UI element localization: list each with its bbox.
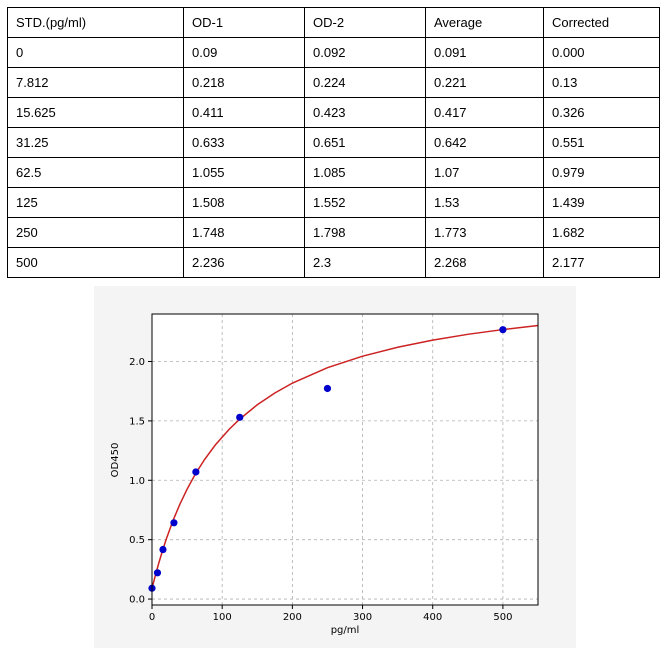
cell-od2: 1.552	[304, 187, 426, 218]
y-tick-label: 1.0	[129, 476, 145, 487]
data-point	[153, 569, 162, 577]
header-od2: OD-2	[304, 7, 426, 38]
x-tick-label: 200	[283, 612, 302, 623]
header-corrected: Corrected	[543, 7, 660, 38]
cell-corrected: 1.682	[543, 217, 660, 248]
cell-od1: 0.411	[183, 97, 305, 128]
y-tick-label: 1.5	[129, 416, 145, 427]
cell-std: 0	[7, 37, 184, 68]
cell-average: 0.417	[425, 97, 544, 128]
standard-curve-figure: 0 100 200 300 400 500 0.0 0.5 1.0 1.5 2.0 pg/ml O…	[94, 286, 576, 648]
data-point	[159, 545, 167, 554]
cell-od1: 0.218	[183, 67, 305, 98]
cell-average: 1.773	[425, 217, 544, 248]
plot-frame	[151, 313, 539, 606]
cell-od2: 0.651	[304, 127, 426, 158]
plot-area	[152, 314, 538, 605]
data-point	[236, 413, 244, 421]
cell-od1: 1.055	[183, 157, 305, 188]
table-row: 62.5 1.055 1.085 1.07 0.979	[7, 157, 660, 188]
y-axis-label: OD450	[110, 443, 121, 478]
cell-average: 2.268	[425, 247, 544, 278]
cell-od2: 0.423	[304, 97, 426, 128]
cell-corrected: 0.13	[543, 67, 660, 98]
table-row: 31.25 0.633 0.651 0.642 0.551	[7, 127, 660, 158]
header-average: Average	[425, 7, 544, 38]
cell-average: 0.221	[425, 67, 544, 98]
standard-curve-chart: 0 100 200 300 400 500 0.0 0.5 1.0 1.5 2.0 pg/ml O…	[110, 313, 539, 636]
cell-std: 7.812	[7, 67, 184, 98]
cell-std: 15.625	[7, 97, 184, 128]
cell-std: 250	[7, 217, 184, 248]
cell-corrected: 0.000	[543, 37, 660, 68]
header-std: STD.(pg/ml)	[7, 7, 184, 38]
cell-average: 1.07	[425, 157, 544, 188]
cell-od1: 0.09	[183, 37, 305, 68]
x-tick-label: 100	[213, 612, 232, 623]
cell-od2: 1.798	[304, 217, 426, 248]
cell-od1: 0.633	[183, 127, 305, 158]
table-row: 15.625 0.411 0.423 0.417 0.326	[7, 97, 660, 128]
fit-curve-layer	[151, 324, 539, 589]
x-tick-label: 500	[493, 612, 512, 623]
cell-od2: 1.085	[304, 157, 426, 188]
cell-od2: 2.3	[304, 247, 426, 278]
cell-corrected: 1.439	[543, 187, 660, 218]
cell-od1: 1.748	[183, 217, 305, 248]
table-row: 250 1.748 1.798 1.773 1.682	[7, 217, 660, 248]
cell-od2: 0.092	[304, 37, 426, 68]
cell-std: 31.25	[7, 127, 184, 158]
cell-std: 500	[7, 247, 184, 278]
header-od1: OD-1	[183, 7, 305, 38]
cell-average: 0.642	[425, 127, 544, 158]
data-point	[192, 468, 200, 476]
table-row: 500 2.236 2.3 2.268 2.177	[7, 247, 660, 278]
cell-std: 125	[7, 187, 184, 218]
x-tick-label: 400	[423, 612, 442, 623]
y-axis-ticks: 0.0 0.5 1.0 1.5 2.0	[129, 357, 152, 606]
grid-lines	[151, 314, 538, 605]
y-tick-label: 0.5	[129, 535, 145, 546]
x-axis-ticks: 0 100 200 300 400 500	[149, 605, 512, 623]
cell-corrected: 0.551	[543, 127, 660, 158]
cell-od1: 1.508	[183, 187, 305, 218]
y-tick-label: 2.0	[129, 357, 145, 368]
data-point	[323, 384, 332, 393]
table-row: 125 1.508 1.552 1.53 1.439	[7, 187, 660, 218]
x-tick-label: 0	[149, 612, 155, 623]
table-header-row: STD.(pg/ml) OD-1 OD-2 Average Corrected	[7, 7, 660, 38]
x-axis-label: pg/ml	[331, 625, 360, 636]
data-point	[170, 519, 178, 527]
cell-average: 0.091	[425, 37, 544, 68]
cell-od2: 0.224	[304, 67, 426, 98]
fit-curve	[151, 324, 539, 589]
data-point	[499, 326, 507, 334]
cell-corrected: 0.979	[543, 157, 660, 188]
cell-std: 62.5	[7, 157, 184, 188]
x-tick-label: 300	[353, 612, 372, 623]
table-row: 7.812 0.218 0.224 0.221 0.13	[7, 67, 660, 98]
table-row: 0 0.09 0.092 0.091 0.000	[7, 37, 660, 68]
cell-od1: 2.236	[183, 247, 305, 278]
data-points	[148, 326, 507, 592]
standards-table: STD.(pg/ml) OD-1 OD-2 Average Corrected …	[7, 7, 660, 278]
cell-corrected: 2.177	[543, 247, 660, 278]
cell-corrected: 0.326	[543, 97, 660, 128]
y-tick-label: 0.0	[129, 595, 145, 606]
cell-average: 1.53	[425, 187, 544, 218]
